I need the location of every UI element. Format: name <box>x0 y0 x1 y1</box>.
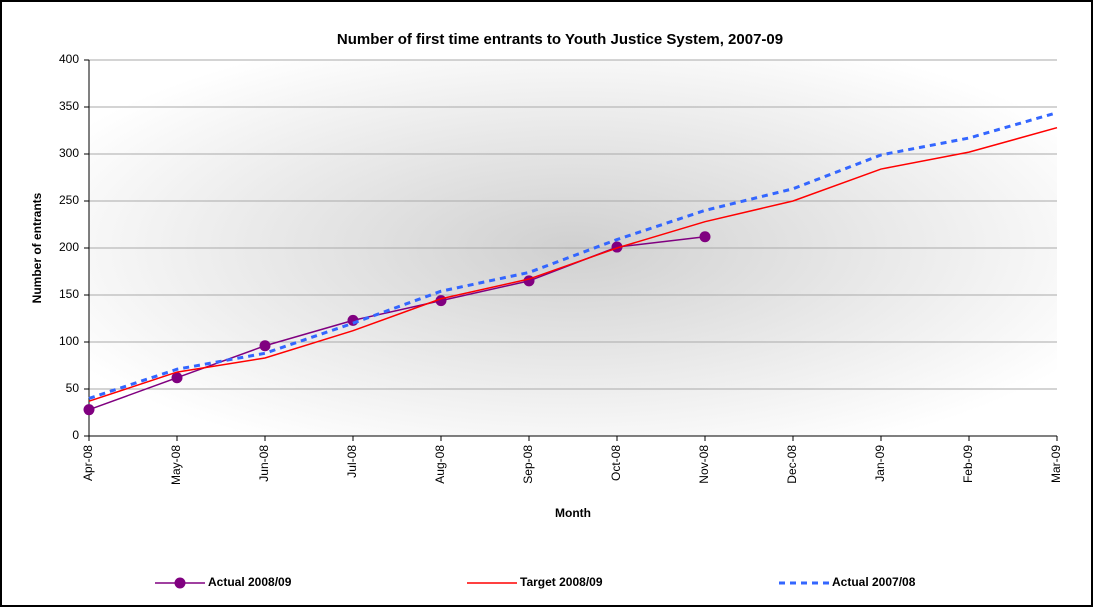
x-tick-label: Feb-09 <box>961 445 975 483</box>
legend-label: Actual 2008/09 <box>208 575 292 589</box>
x-axis-title: Month <box>555 506 591 520</box>
x-tick-label: Aug-08 <box>433 445 447 484</box>
x-tick-label: May-08 <box>169 445 183 485</box>
x-tick-label: Apr-08 <box>81 445 95 481</box>
x-tick-label: Oct-08 <box>609 445 623 481</box>
y-tick-label: 400 <box>59 52 79 66</box>
data-point <box>171 372 183 384</box>
x-tick-label: Sep-08 <box>521 445 535 484</box>
y-axis-title: Number of entrants <box>30 192 44 303</box>
chart-title: Number of first time entrants to Youth J… <box>337 31 783 48</box>
x-tick-label: Nov-08 <box>697 445 711 484</box>
y-tick-label: 200 <box>59 240 79 254</box>
y-tick-label: 50 <box>66 381 80 395</box>
series-line <box>88 126 1058 402</box>
data-point <box>611 241 623 253</box>
y-tick-label: 150 <box>59 287 79 301</box>
data-point <box>259 340 271 352</box>
x-tick-label: Jul-08 <box>345 445 359 478</box>
x-tick-label: Jun-08 <box>257 445 271 482</box>
data-point <box>699 231 711 243</box>
legend-marker <box>174 577 186 589</box>
legend-label: Actual 2007/08 <box>832 575 916 589</box>
y-tick-label: 350 <box>59 99 79 113</box>
x-tick-label: Mar-09 <box>1049 445 1063 483</box>
y-tick-label: 300 <box>59 146 79 160</box>
y-tick-label: 250 <box>59 193 79 207</box>
x-tick-label: Jan-09 <box>873 445 887 482</box>
y-tick-label: 0 <box>72 428 79 442</box>
y-tick-label: 100 <box>59 334 79 348</box>
x-tick-label: Dec-08 <box>785 445 799 484</box>
legend-label: Target 2008/09 <box>520 575 603 589</box>
series-line <box>88 111 1058 400</box>
data-point <box>83 404 95 416</box>
